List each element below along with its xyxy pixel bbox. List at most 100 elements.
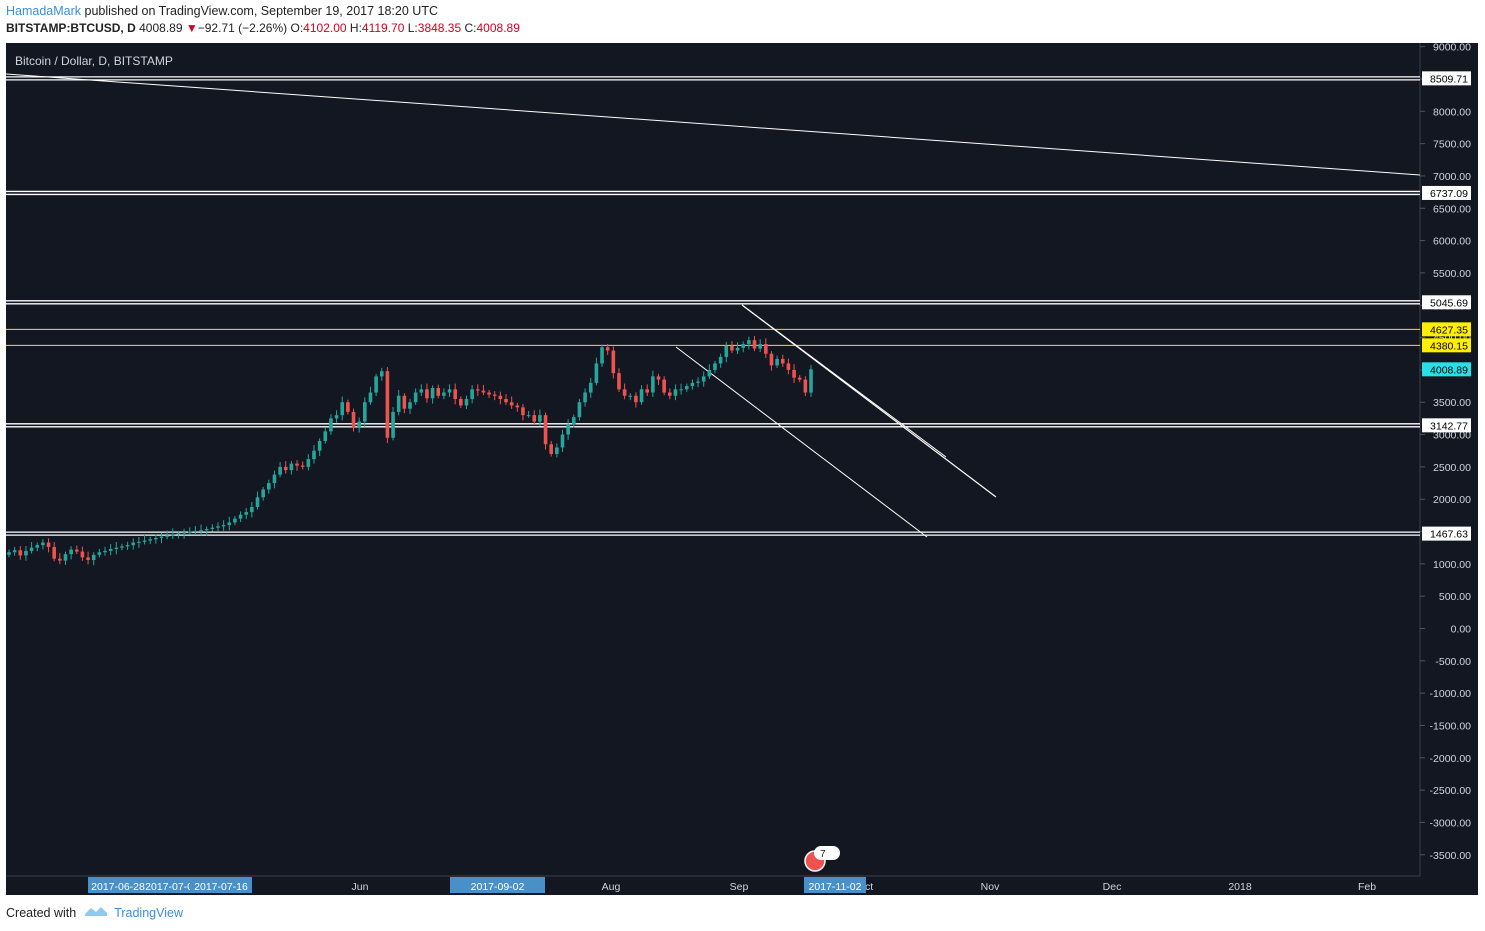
close-value: 4008.89 — [476, 21, 520, 35]
candle-body — [334, 415, 339, 419]
candle-body — [283, 466, 288, 471]
candle-body — [735, 347, 740, 351]
publish-line: HamadaMark published on TradingView.com,… — [6, 3, 520, 20]
candle-body — [481, 390, 486, 393]
high-label: H: — [349, 21, 362, 35]
author-link[interactable]: HamadaMark — [6, 4, 82, 18]
candle-body — [594, 363, 599, 383]
candle-body — [289, 463, 294, 471]
candle-body — [786, 363, 791, 370]
y-tick-label: -3500.00 — [1430, 850, 1472, 862]
candle-body — [86, 557, 90, 560]
candle-body — [159, 536, 164, 538]
x-highlight-box — [190, 877, 252, 893]
candle-body — [651, 376, 655, 393]
y-tick-label: 7500.00 — [1433, 139, 1471, 151]
candle-body — [611, 350, 616, 374]
y-tick-label: -2500.00 — [1430, 785, 1472, 797]
candle-body — [656, 376, 661, 380]
candle-body — [780, 358, 785, 364]
candle-body — [368, 392, 373, 403]
y-tick-label: 500.00 — [1439, 591, 1471, 603]
footer: Created with TradingView — [6, 904, 183, 921]
candle-body — [142, 540, 147, 542]
candle-body — [555, 447, 559, 454]
candle-body — [809, 369, 813, 393]
candle-body — [120, 546, 124, 548]
candle-body — [306, 459, 311, 467]
candle-body — [131, 542, 136, 546]
candle-body — [628, 395, 633, 397]
candle-body — [769, 353, 774, 366]
candle-body — [487, 392, 491, 395]
candle-body — [91, 554, 96, 560]
x-highlight-label: 2017-11-02 — [809, 881, 862, 893]
candle-body — [792, 369, 796, 378]
candle-body — [329, 418, 333, 432]
candle-body — [470, 389, 474, 399]
candle-body — [182, 532, 186, 534]
candle-body — [340, 402, 345, 416]
candle-body — [187, 531, 192, 533]
candle-body — [216, 526, 220, 528]
created-with-text: Created with — [6, 905, 77, 920]
candle-body — [396, 395, 401, 412]
chart-header: HamadaMark published on TradingView.com,… — [6, 3, 520, 37]
candle-body — [634, 395, 638, 403]
x-highlight-box — [88, 877, 148, 893]
y-tick-label: -1000.00 — [1430, 688, 1472, 700]
candle-body — [600, 347, 604, 364]
x-highlight-box — [450, 877, 545, 893]
candle-body — [300, 465, 305, 467]
candle-body — [622, 389, 627, 396]
candle-body — [425, 389, 429, 399]
candle-body — [58, 558, 62, 561]
candle-body — [521, 407, 525, 416]
candle-body — [193, 530, 198, 532]
x-tick-label: Sep — [730, 881, 749, 893]
x-highlight-label: 2017-06-28 — [91, 881, 145, 893]
y-tick-label: 6000.00 — [1433, 236, 1471, 248]
candle-body — [532, 415, 537, 422]
candle-body — [668, 392, 672, 396]
candle-body — [758, 344, 762, 349]
candle-body — [272, 474, 277, 484]
candle-body — [459, 398, 463, 406]
price-label-box — [1422, 362, 1471, 377]
price-label: 4008.89 — [1430, 364, 1468, 376]
candle-body — [363, 402, 367, 422]
candle-body — [571, 417, 576, 425]
x-tick-label: Jun — [352, 881, 369, 893]
candle-body — [549, 444, 553, 454]
candle-body — [391, 411, 395, 438]
candles — [7, 336, 813, 566]
price-label-box — [1422, 338, 1471, 353]
y-tick-label: 0.00 — [1451, 624, 1472, 636]
candle-body — [250, 506, 254, 513]
candle-body — [402, 395, 407, 409]
candle-body — [148, 539, 152, 541]
candle-body — [379, 371, 384, 377]
tradingview-link[interactable]: TradingView — [114, 905, 183, 920]
x-axis: JunAugSepOctNovDec2018Feb2017-06-282017-… — [88, 877, 1376, 893]
candle-body — [295, 463, 299, 466]
chart-title: Bitcoin / Dollar, D, BITSTAMP — [15, 54, 173, 68]
candle-body — [154, 537, 158, 540]
price-label-box — [1422, 185, 1471, 200]
candle-body — [114, 547, 119, 549]
candle-body — [752, 340, 757, 349]
candle-body — [244, 512, 249, 515]
event-marker[interactable]: 7 — [804, 846, 840, 872]
candle-body — [103, 550, 107, 553]
price-label: 5045.69 — [1430, 297, 1468, 309]
candle-body — [125, 545, 130, 547]
price-label: 4627.35 — [1430, 324, 1468, 336]
candle-body — [701, 376, 706, 382]
price-label-box — [1422, 526, 1471, 541]
candle-body — [741, 344, 746, 348]
candle-body — [436, 388, 441, 396]
candle-body — [538, 415, 542, 422]
candle-body — [317, 441, 322, 451]
candle-body — [12, 550, 17, 553]
